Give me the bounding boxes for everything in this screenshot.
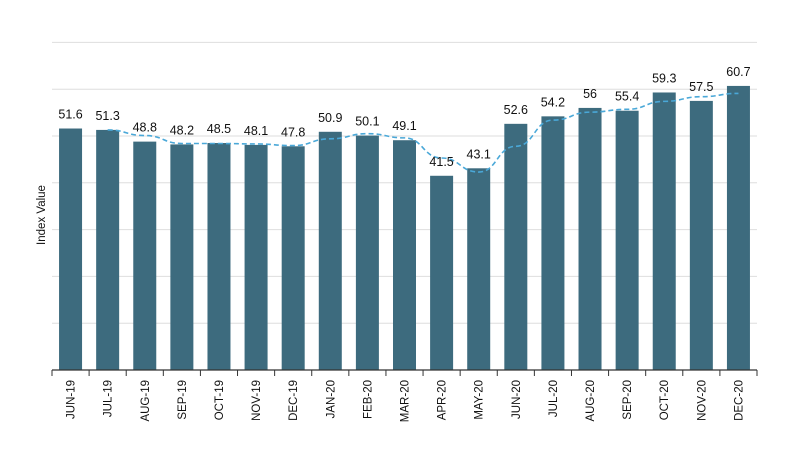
x-axis	[51, 369, 758, 376]
bars	[59, 85, 750, 371]
x-tick-label: NOV-19	[251, 380, 263, 421]
data-label: 55.4	[615, 90, 639, 104]
data-label: 48.8	[133, 121, 157, 135]
x-tick-label: DEC-19	[288, 380, 300, 421]
bar-oct-20	[652, 92, 676, 370]
data-label: 50.1	[355, 115, 379, 129]
data-label: 41.5	[429, 155, 453, 169]
data-label: 48.2	[170, 123, 194, 137]
x-tick-label: JUN-20	[511, 380, 523, 419]
x-tick-label: MAR-20	[400, 380, 412, 422]
x-tick-label: JUL-19	[103, 380, 115, 417]
bar-nov-19	[244, 144, 268, 370]
bar-dec-19	[281, 146, 305, 370]
data-label: 49.1	[392, 119, 416, 133]
x-tick-label: AUG-19	[140, 380, 152, 422]
bar-jul-19	[96, 129, 120, 370]
x-tick-label: OCT-19	[214, 380, 226, 420]
x-tick-label: MAY-20	[474, 380, 486, 420]
data-label: 43.1	[467, 147, 491, 161]
x-tick-label: DEC-20	[733, 380, 745, 421]
data-label: 59.3	[652, 71, 676, 85]
data-label: 52.6	[504, 103, 528, 117]
x-tick-label: FEB-20	[362, 380, 374, 419]
x-tick-label: OCT-20	[659, 380, 671, 420]
data-label: 51.3	[95, 109, 119, 123]
bar-nov-20	[689, 100, 713, 371]
bar-aug-19	[133, 141, 157, 370]
data-labels: 51.6 51.3 48.8 48.2 48.5 48.1 47.8 50.9 50.1 49.1…	[58, 65, 750, 169]
x-tick-label: AUG-20	[585, 380, 597, 422]
bar-may-20	[467, 168, 491, 370]
x-tick-labels: JUN-19 JUL-19 AUG-19 SEP-19 OCT-19 NOV-19 DEC-…	[66, 380, 746, 422]
data-label: 50.9	[318, 111, 342, 125]
data-label: 48.1	[244, 124, 268, 138]
bar-sep-19	[170, 144, 194, 370]
data-label: 51.6	[58, 108, 82, 122]
bar-mar-20	[393, 140, 416, 370]
bar-jan-20	[318, 131, 342, 370]
bar-jun-19	[59, 128, 83, 370]
x-tick-label: JAN-20	[325, 380, 337, 418]
trend-line	[107, 92, 739, 173]
data-label: 47.8	[281, 125, 305, 139]
bar-apr-20	[430, 175, 454, 370]
bar-jul-20	[541, 116, 565, 371]
x-tick-label: JUN-19	[66, 380, 78, 419]
x-tick-label: JUL-20	[548, 380, 560, 417]
bar-oct-19	[207, 143, 231, 370]
x-tick-label: APR-20	[437, 380, 449, 420]
bar-sep-20	[615, 110, 639, 370]
data-label: 54.2	[541, 95, 565, 109]
x-tick-label: SEP-19	[177, 380, 189, 420]
x-tick-label: NOV-20	[696, 380, 708, 421]
bar-feb-20	[355, 135, 379, 370]
data-label: 60.7	[726, 65, 750, 79]
x-tick-label: SEP-20	[622, 380, 634, 420]
bar-jun-20	[504, 123, 528, 370]
data-label: 57.5	[689, 80, 713, 94]
data-label: 48.5	[207, 122, 231, 136]
bar-dec-20	[726, 85, 750, 370]
y-axis-title: Index Value	[36, 185, 48, 245]
data-label: 56	[583, 87, 597, 101]
bar-aug-20	[578, 107, 602, 371]
trend-line-group	[107, 92, 739, 173]
